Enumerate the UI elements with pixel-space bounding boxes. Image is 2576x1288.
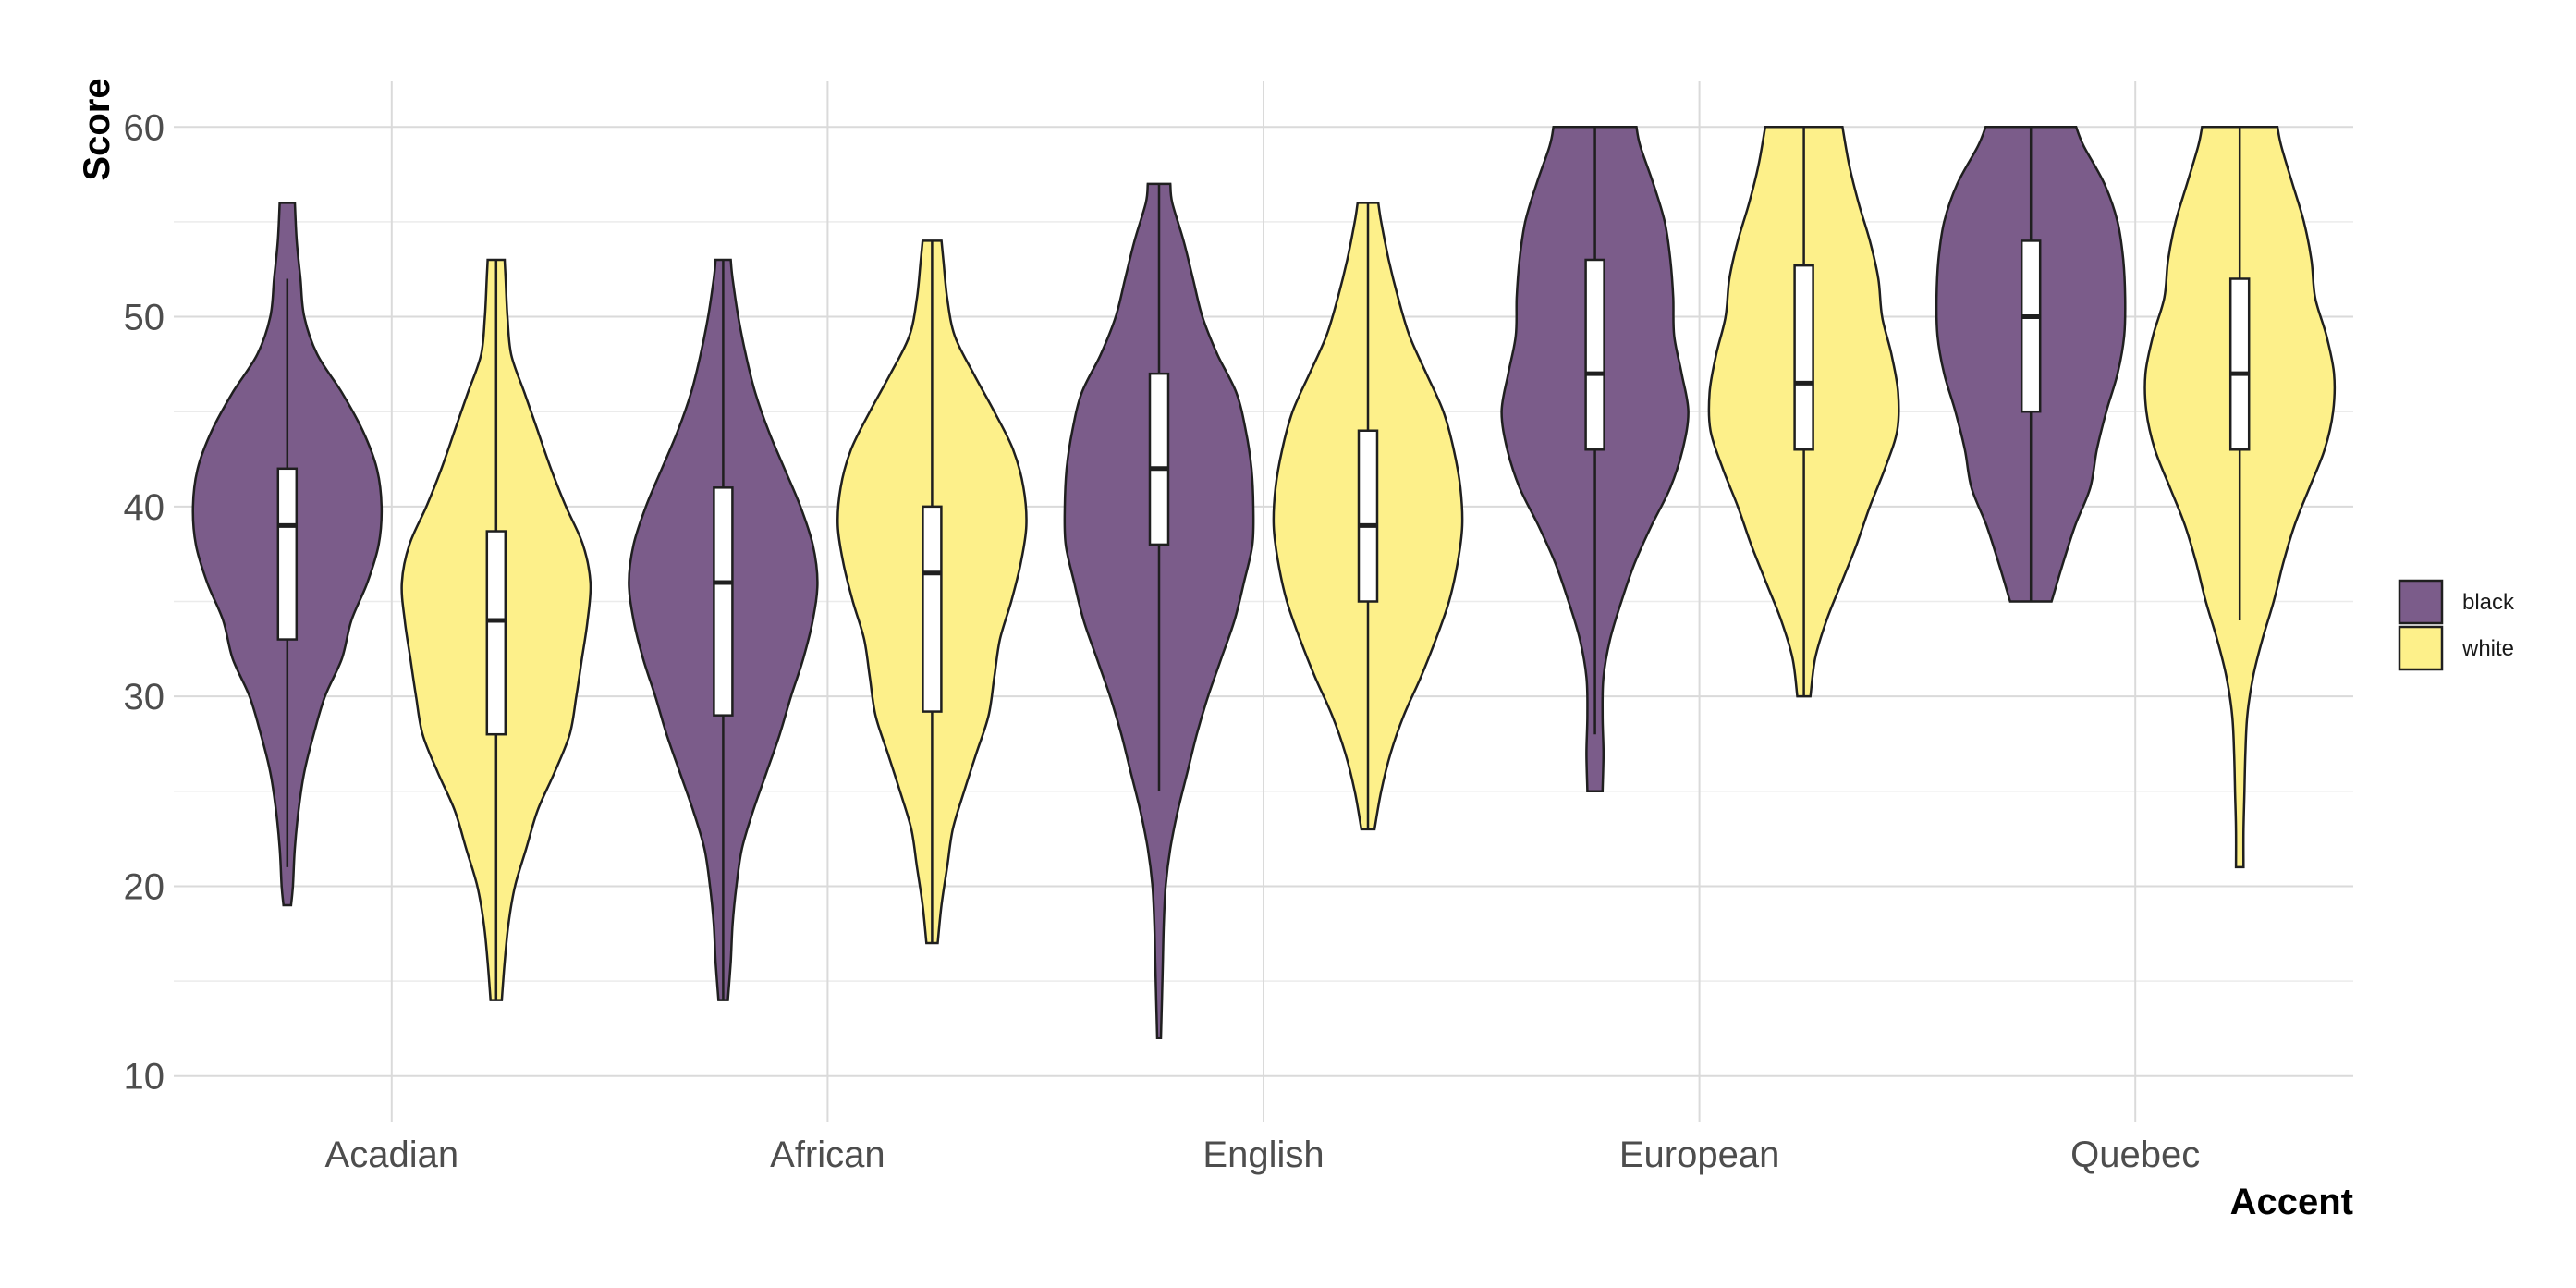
legend: black white [2398, 579, 2515, 671]
legend-key-black [2398, 579, 2444, 625]
x-axis-title: Accent [2230, 1182, 2353, 1222]
y-tick-label: 30 [124, 677, 165, 718]
y-tick-label: 10 [124, 1057, 165, 1098]
y-tick-label: 20 [124, 866, 165, 907]
box-english-white [1357, 429, 1379, 603]
y-tick-label: 60 [124, 107, 165, 148]
box-quebec-white [2228, 277, 2251, 451]
y-axis-title: Score [77, 78, 117, 180]
x-tick-label-english: English [1203, 1135, 1324, 1175]
y-tick-label: 40 [124, 487, 165, 528]
box-european-white [1793, 264, 1814, 451]
box-english-black [1148, 372, 1170, 546]
x-tick-label-acadian: Acadian [325, 1135, 459, 1175]
box-quebec-black [2020, 239, 2042, 413]
box-african-black [713, 486, 734, 717]
box-acadian-black [276, 467, 299, 641]
box-european-black [1584, 258, 1605, 451]
x-tick-labels: Acadian African English European Quebec [325, 1135, 2201, 1175]
box-acadian-white [485, 530, 507, 736]
x-tick-label-african: African [770, 1135, 885, 1175]
x-tick-label-quebec: Quebec [2070, 1135, 2200, 1175]
y-tick-labels: 10 20 30 40 50 60 [124, 107, 165, 1097]
legend-label-white: white [2461, 636, 2514, 661]
y-tick-label: 50 [124, 298, 165, 338]
box-african-white [922, 505, 943, 713]
x-tick-label-european: European [1619, 1135, 1779, 1175]
legend-label-black: black [2462, 590, 2515, 615]
legend-key-white [2398, 625, 2444, 671]
violins [191, 126, 2337, 1039]
